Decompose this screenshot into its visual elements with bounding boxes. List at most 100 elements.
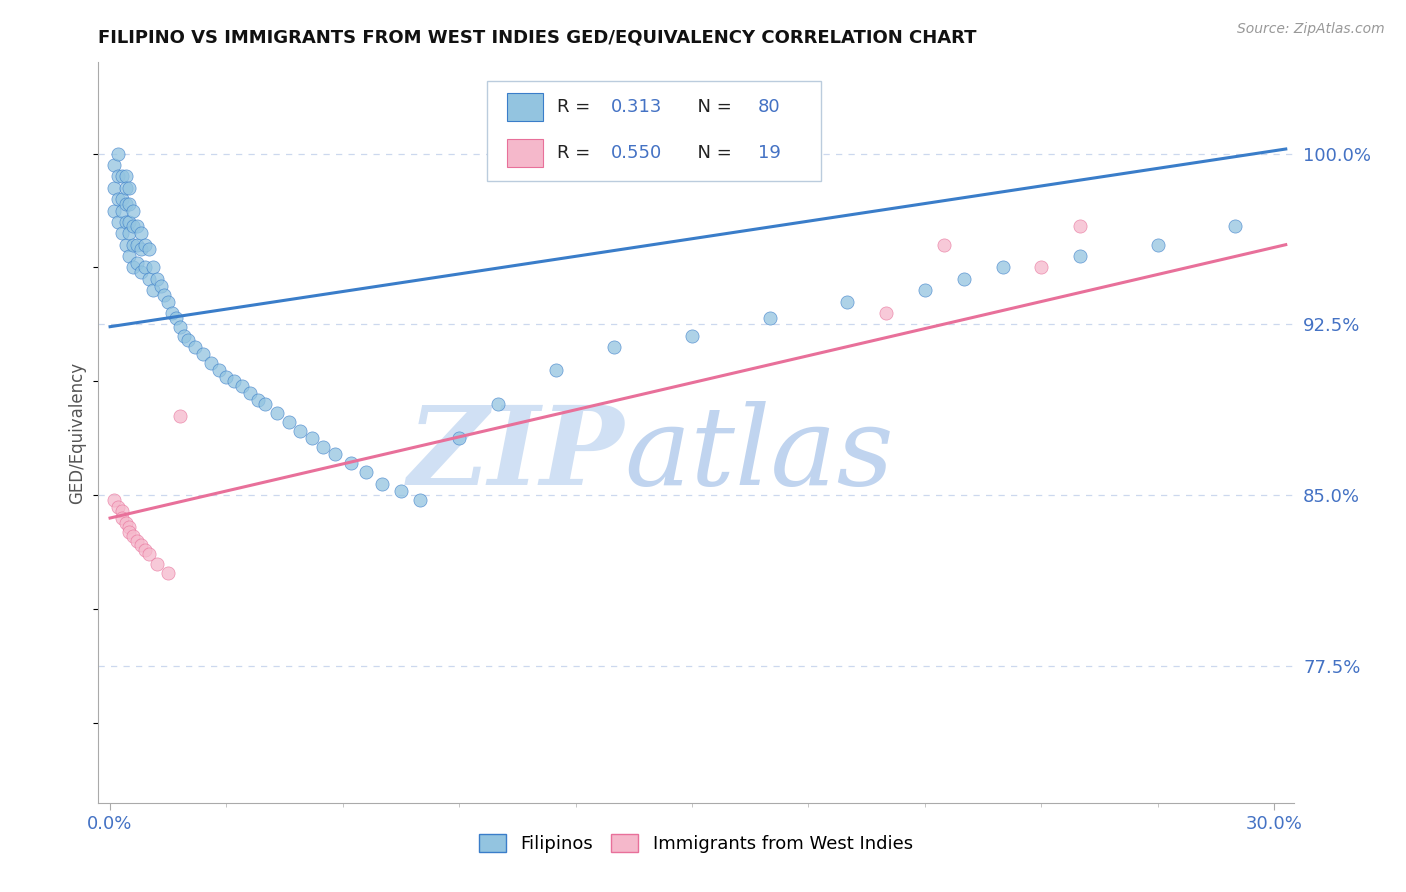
Point (114, 516, 136, 530)
Point (122, 260, 145, 275)
Point (231, 379, 253, 393)
Point (169, 409, 191, 423)
Point (127, 256, 149, 270)
Text: N =: N = (686, 144, 738, 162)
Point (107, 169, 129, 184)
Text: Source: ZipAtlas.com: Source: ZipAtlas.com (1237, 22, 1385, 37)
Text: R =: R = (557, 98, 596, 116)
Point (389, 483, 412, 498)
Point (157, 566, 180, 580)
Point (122, 219, 145, 234)
Point (1069, 219, 1091, 234)
Point (239, 385, 262, 400)
Point (134, 543, 156, 558)
Point (290, 425, 312, 439)
Bar (508, 93, 543, 120)
Point (142, 260, 165, 275)
Point (127, 533, 149, 548)
Point (122, 203, 145, 218)
Point (142, 283, 165, 297)
FancyBboxPatch shape (486, 81, 821, 181)
Point (323, 447, 346, 461)
Text: 19: 19 (758, 144, 780, 162)
Text: FILIPINO VS IMMIGRANTS FROM WEST INDIES GED/EQUIVALENCY CORRELATION CHART: FILIPINO VS IMMIGRANTS FROM WEST INDIES … (98, 29, 977, 47)
Bar (508, 139, 543, 167)
Point (107, 500, 129, 514)
Point (1146, 237, 1168, 252)
Point (603, 340, 626, 354)
Point (254, 397, 277, 411)
Point (114, 215, 136, 229)
Point (127, 219, 149, 234)
Point (118, 524, 141, 539)
Point (118, 196, 141, 211)
Point (107, 146, 129, 161)
Point (122, 237, 145, 252)
Point (138, 272, 160, 286)
Point (138, 242, 160, 256)
Point (145, 557, 167, 571)
Point (111, 203, 134, 218)
Y-axis label: GED/Equivalency: GED/Equivalency (69, 361, 87, 504)
Point (837, 294, 859, 309)
Point (1031, 260, 1053, 275)
Point (409, 492, 432, 507)
Point (114, 237, 136, 252)
Text: 0.550: 0.550 (612, 144, 662, 162)
Point (107, 192, 129, 206)
Point (991, 260, 1014, 275)
Point (215, 369, 238, 384)
Point (114, 196, 136, 211)
Point (1225, 219, 1247, 234)
Point (758, 310, 780, 325)
Point (157, 294, 180, 309)
Point (129, 227, 152, 241)
Point (875, 306, 897, 320)
Text: 0.313: 0.313 (612, 98, 662, 116)
Point (266, 406, 288, 420)
Point (277, 416, 299, 430)
Point (914, 283, 936, 297)
Legend: Filipinos, Immigrants from West Indies: Filipinos, Immigrants from West Indies (472, 827, 920, 861)
Point (952, 272, 974, 286)
Point (134, 237, 156, 252)
Point (111, 192, 134, 206)
Text: 80: 80 (758, 98, 780, 116)
Text: R =: R = (557, 144, 596, 162)
Point (122, 529, 145, 543)
Point (114, 169, 136, 184)
Point (111, 169, 134, 184)
Point (103, 158, 125, 172)
Point (224, 375, 246, 389)
Point (246, 392, 269, 407)
Point (118, 520, 141, 534)
Point (129, 242, 152, 256)
Point (107, 215, 129, 229)
Text: ZIP: ZIP (408, 401, 624, 508)
Text: N =: N = (686, 98, 738, 116)
Point (449, 431, 471, 445)
Point (160, 306, 183, 320)
Point (138, 548, 160, 562)
Point (354, 466, 377, 480)
Point (118, 227, 141, 241)
Point (486, 397, 509, 411)
Point (111, 227, 134, 241)
Point (111, 511, 134, 525)
Point (149, 278, 172, 293)
Point (681, 328, 703, 343)
Point (208, 363, 231, 377)
Point (1069, 249, 1091, 263)
Point (339, 456, 361, 470)
Point (103, 203, 125, 218)
Point (129, 265, 152, 279)
Point (934, 237, 956, 252)
Point (103, 180, 125, 194)
Point (312, 441, 335, 455)
Point (176, 334, 198, 348)
Point (129, 538, 152, 552)
Point (301, 431, 323, 445)
Point (184, 340, 207, 354)
Point (145, 272, 167, 286)
Point (173, 328, 195, 343)
